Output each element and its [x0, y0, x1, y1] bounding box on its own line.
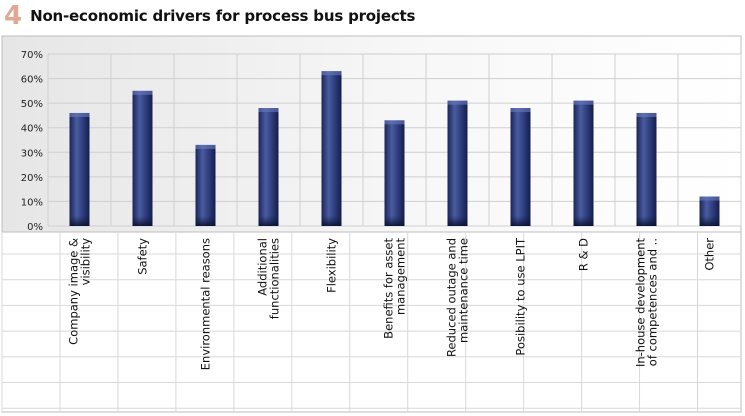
bar [573, 100, 594, 226]
x-tick-label: Safety [136, 238, 150, 275]
bar-group [195, 144, 216, 226]
bar-top-highlight [699, 196, 720, 201]
x-tick-label: Other [703, 238, 717, 271]
bar-base-shadow [195, 216, 216, 226]
bar-group [573, 100, 594, 226]
bar-top-highlight [510, 108, 531, 113]
y-tick-label: 60% [21, 75, 43, 86]
bar-group [69, 112, 90, 226]
bar-top-highlight [258, 108, 279, 113]
bar [69, 112, 90, 226]
bar-top-highlight [321, 71, 342, 76]
bar-group [447, 100, 468, 226]
bar-base-shadow [384, 216, 405, 226]
bar-group [699, 196, 720, 226]
bar [258, 108, 279, 226]
y-tick-label: 20% [21, 173, 43, 184]
x-tick-label: R & D [577, 238, 591, 271]
plot-panel [1, 35, 742, 233]
bar-base-shadow [132, 216, 153, 226]
bar-base-shadow [258, 216, 279, 226]
bar-group [384, 120, 405, 226]
bar-base-shadow [699, 216, 720, 226]
bar-base-shadow [510, 216, 531, 226]
x-tick-label: Company image &visibility [67, 238, 93, 345]
x-tick-label: Posibility to use LPIT [514, 237, 528, 356]
chart-title: Non-economic drivers for process bus pro… [30, 7, 416, 25]
bar [447, 100, 468, 226]
bar-base-shadow [447, 216, 468, 226]
x-tick-label: Benefits for assetmanagement [382, 238, 408, 339]
y-tick-label: 10% [21, 197, 43, 208]
bar-top-highlight [447, 100, 468, 105]
bar [321, 71, 342, 226]
figure-number: 4 [4, 1, 23, 31]
x-tick-label: Flexibility [325, 238, 339, 293]
bar-group [321, 71, 342, 226]
y-tick-label: 50% [21, 99, 43, 110]
y-tick-label: 0% [27, 222, 43, 233]
bar-base-shadow [69, 216, 90, 226]
bar [636, 112, 657, 226]
bar [510, 108, 531, 226]
bar-top-highlight [132, 90, 153, 95]
label-panel [1, 231, 742, 413]
bar-top-highlight [636, 112, 657, 117]
bar-group [510, 108, 531, 226]
x-tick-label: Additionalfunctionalities [256, 238, 282, 319]
bar-top-highlight [384, 120, 405, 125]
x-tick-label: Environmental reasons [199, 238, 213, 370]
bar-base-shadow [321, 216, 342, 226]
y-tick-label: 70% [21, 50, 43, 61]
y-tick-label: 40% [21, 124, 43, 135]
figure-header: 4 Non-economic drivers for process bus p… [4, 2, 415, 30]
bar-group [258, 108, 279, 226]
x-tick-label: In-house developmentof competences and .… [634, 238, 660, 368]
bar-group [636, 112, 657, 226]
y-tick-label: 30% [21, 148, 43, 159]
bar-base-shadow [636, 216, 657, 226]
bar-chart: 0% 10% 20% 30% 40% 50% 60% 70% Company image &v… [1, 35, 742, 413]
bar-base-shadow [573, 216, 594, 226]
bar [195, 144, 216, 226]
bar-top-highlight [195, 144, 216, 149]
bar-group [132, 90, 153, 226]
bar [384, 120, 405, 226]
bar-top-highlight [573, 100, 594, 105]
x-tick-label: Reduced outage andmaintenance time [445, 238, 471, 357]
bar-top-highlight [69, 112, 90, 117]
bar [132, 90, 153, 226]
